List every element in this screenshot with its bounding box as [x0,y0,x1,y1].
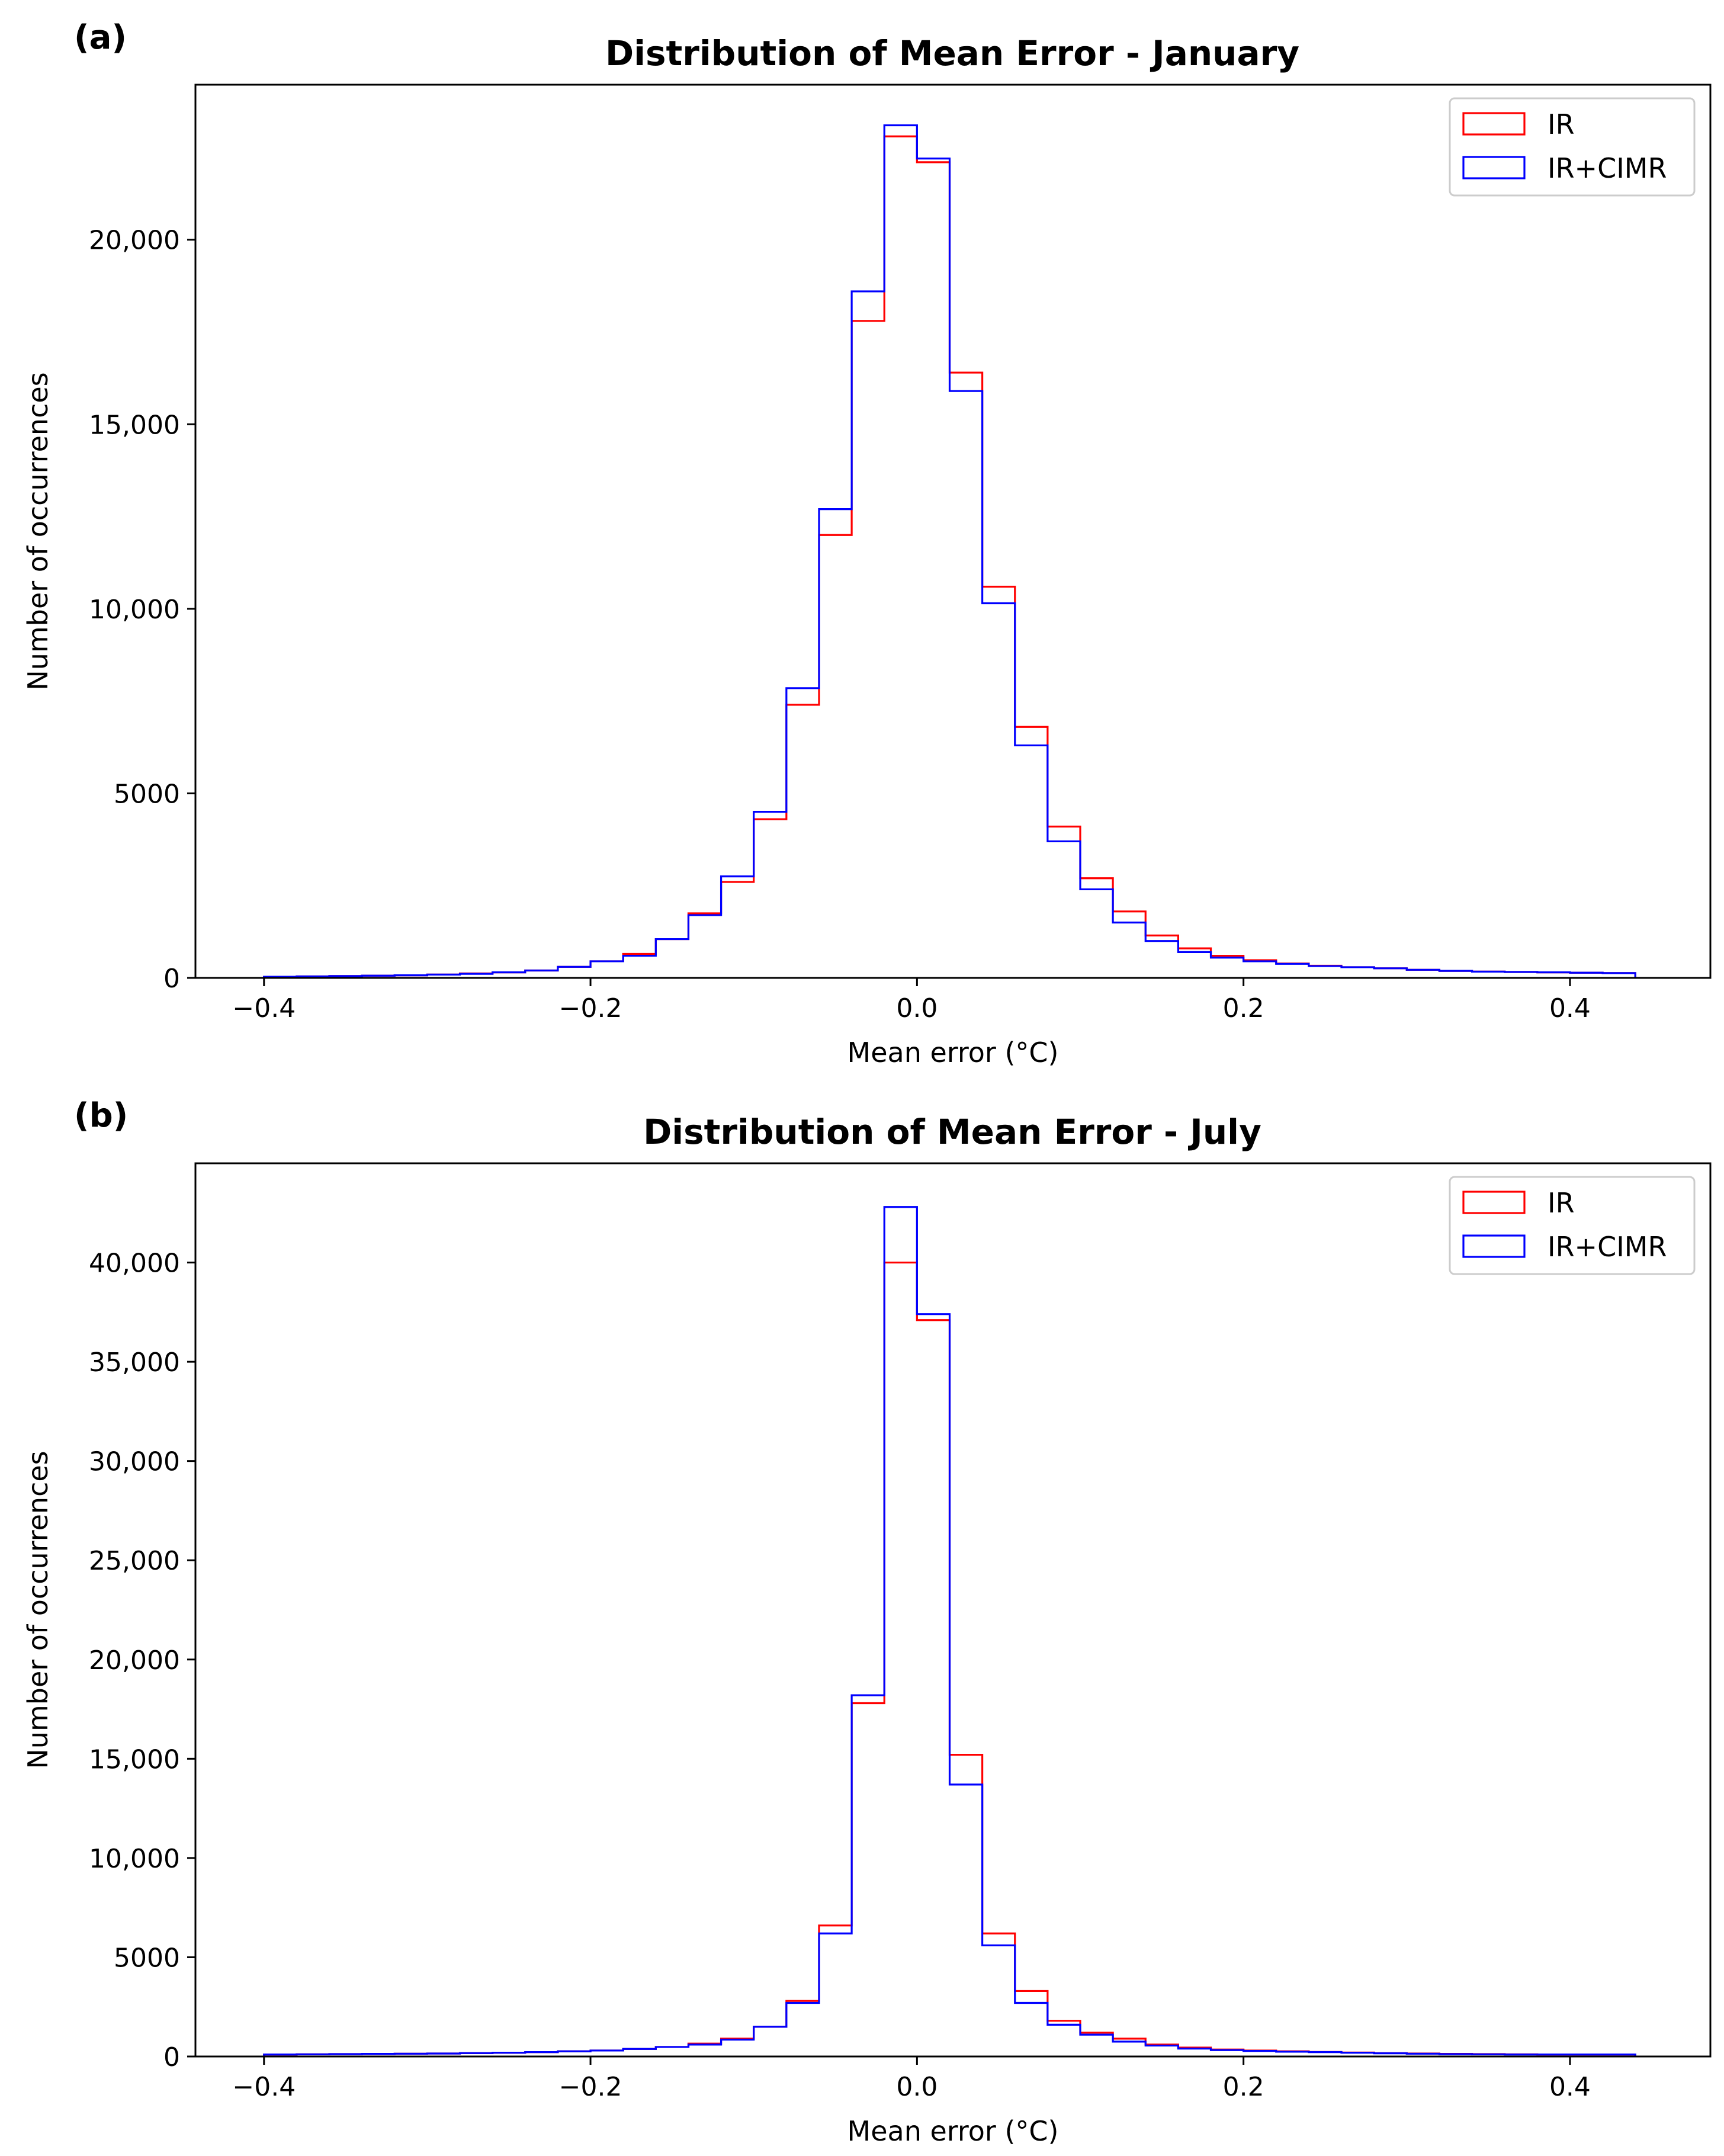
x-axis-label: Mean error (°C) [847,2115,1059,2147]
y-tick-label: 5000 [114,779,180,809]
y-tick-label: 0 [163,964,180,994]
y-tick-label: 20,000 [89,1645,180,1676]
legend-label-ir-cimr: IR+CIMR [1548,152,1667,184]
x-tick-label: 0.0 [896,2072,938,2102]
y-tick-label: 10,000 [89,1844,180,1874]
chart-title: Distribution of Mean Error - July [643,1112,1261,1152]
x-tick-label: 0.2 [1223,2072,1264,2102]
y-tick-label: 5000 [114,1943,180,1973]
plot-frame [194,84,1712,979]
legend-label-ir: IR [1548,1187,1575,1219]
y-axis-label: Number of occurrences [22,1451,54,1769]
y-axis-ticks: 0 5000 10,000 15,000 20,000 [89,226,195,994]
legend-swatch-ir [1462,112,1526,136]
y-tick-label: 40,000 [89,1249,180,1279]
y-tick-label: 0 [163,2042,180,2072]
y-tick-label: 30,000 [89,1447,180,1477]
x-tick-label: 0.0 [896,993,938,1024]
legend: IR IR+CIMR [1449,97,1696,197]
x-tick-label: −0.4 [232,993,296,1024]
x-tick-label: 0.4 [1549,2072,1591,2102]
plot-frame [194,1162,1712,2058]
x-tick-label: −0.4 [232,2072,296,2102]
legend-label-ir-cimr: IR+CIMR [1548,1231,1667,1263]
x-tick-label: −0.2 [559,2072,622,2102]
y-tick-label: 25,000 [89,1546,180,1576]
x-tick-label: 0.2 [1223,993,1264,1024]
legend-label-ir: IR [1548,108,1575,140]
y-tick-label: 20,000 [89,226,180,256]
y-tick-label: 35,000 [89,1348,180,1378]
y-tick-label: 15,000 [89,410,180,440]
legend-frame [1449,97,1696,197]
histogram-series-ir-cimr [263,1206,1636,2056]
x-tick-label: −0.2 [559,993,622,1024]
chart-title: Distribution of Mean Error - January [605,33,1299,73]
panel-july: (b) Distribution of Mean Error - July −0… [22,1096,1712,2147]
y-axis-label: Number of occurrences [22,372,54,690]
legend-swatch-ir [1462,1191,1526,1214]
series-layer [263,1206,1636,2056]
legend: IR IR+CIMR [1449,1176,1696,1275]
y-axis-ticks: 0 5000 10,000 15,000 20,000 25,000 30,000 35,00… [89,1249,195,2072]
panel-label: (b) [74,1096,128,1135]
legend-swatch-ir-cimr [1462,156,1526,179]
y-tick-label: 10,000 [89,595,180,625]
x-axis-label: Mean error (°C) [847,1037,1059,1069]
panel-label: (a) [74,18,127,57]
panel-january: (a) Distribution of Mean Error - January… [22,18,1712,1069]
x-tick-label: 0.4 [1549,993,1591,1024]
legend-frame [1449,1176,1696,1275]
y-tick-label: 15,000 [89,1744,180,1775]
x-axis-ticks: −0.4 −0.2 0.0 0.2 0.4 [232,978,1591,1024]
series-layer [263,124,1636,978]
x-axis-ticks: −0.4 −0.2 0.0 0.2 0.4 [232,2056,1591,2102]
legend-swatch-ir-cimr [1462,1234,1526,1258]
histogram-series-ir-cimr [263,124,1636,978]
